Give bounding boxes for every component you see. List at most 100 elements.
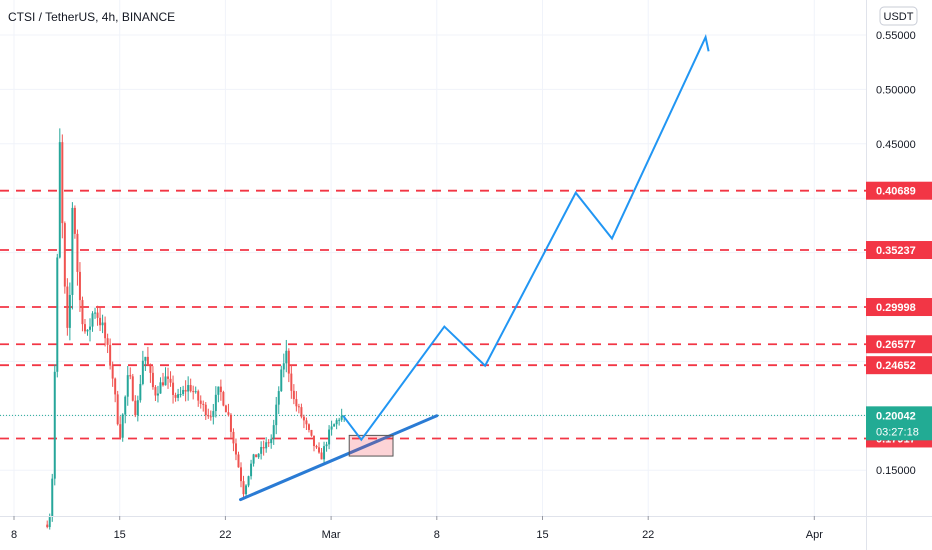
- candle-up: [156, 385, 159, 403]
- candle-down: [119, 416, 122, 440]
- candle-up: [101, 314, 104, 334]
- candle-body: [174, 394, 177, 398]
- candle-down: [267, 439, 270, 447]
- candle-up: [179, 386, 182, 398]
- candle-up: [214, 386, 217, 418]
- candle-body: [280, 369, 283, 392]
- candle-body: [119, 424, 122, 438]
- projection-path: [342, 34, 710, 442]
- candle-down: [114, 377, 117, 403]
- candle-body: [295, 399, 298, 407]
- candle-up: [144, 356, 147, 372]
- candle-body: [182, 389, 185, 395]
- level-price-label-bg: [866, 298, 932, 317]
- candle-body: [229, 414, 232, 432]
- currency-badge: USDT: [879, 6, 918, 26]
- candle-up: [51, 473, 54, 522]
- entry-zone-box: [348, 434, 394, 457]
- candle-body: [81, 300, 84, 325]
- candle-down: [207, 408, 210, 419]
- candle-body: [159, 382, 162, 394]
- candle-body: [237, 454, 240, 468]
- candle-body: [73, 207, 76, 234]
- candle-body: [101, 322, 104, 326]
- candle-body: [172, 382, 175, 395]
- candle-body: [129, 375, 132, 377]
- candle-down: [287, 348, 290, 383]
- drawings: [239, 34, 710, 502]
- candle-body: [318, 447, 321, 453]
- candle-body: [68, 294, 71, 328]
- candle-body: [139, 383, 142, 401]
- candle-down: [229, 413, 232, 438]
- candle-body: [114, 378, 117, 395]
- candle-body: [106, 338, 109, 345]
- candle-up: [335, 418, 338, 430]
- candle-down: [116, 390, 119, 426]
- candle-up: [247, 475, 250, 488]
- candle-up: [121, 413, 124, 442]
- candle-body: [71, 207, 74, 295]
- candle-down: [81, 296, 84, 332]
- level-price-label: 0.35237: [866, 241, 932, 260]
- candle-down: [222, 390, 225, 407]
- candle-up: [338, 417, 341, 426]
- candle-up: [141, 350, 144, 386]
- candle-up: [282, 353, 285, 378]
- candle-body: [255, 454, 258, 458]
- candle-body: [219, 386, 222, 393]
- level-price-label-text: 0.26577: [876, 339, 916, 351]
- level-price-label-bg: [866, 356, 932, 375]
- candle-body: [177, 394, 180, 398]
- candle-down: [174, 392, 177, 402]
- candle-down: [204, 402, 207, 421]
- candle-body: [285, 350, 288, 364]
- candle-up: [126, 365, 129, 406]
- candle-body: [192, 391, 195, 393]
- candle-up: [136, 395, 139, 422]
- candle-up: [217, 386, 220, 403]
- candle-body: [209, 416, 212, 418]
- candle-down: [167, 367, 170, 389]
- time-tick-label: 15: [536, 529, 548, 541]
- candle-body: [86, 329, 89, 332]
- candle-down: [154, 385, 157, 401]
- candle-body: [164, 376, 167, 386]
- candle-down: [169, 371, 172, 387]
- current-price-label-bg: [866, 406, 932, 441]
- candle-body: [338, 419, 341, 421]
- candle-down: [209, 410, 212, 421]
- candle-body: [83, 324, 86, 332]
- candle-down: [242, 475, 245, 498]
- candle-up: [91, 311, 94, 332]
- candle-body: [305, 420, 308, 425]
- candle-down: [61, 134, 64, 239]
- candle-down: [78, 262, 81, 312]
- candle-body: [214, 394, 217, 412]
- candle-body: [134, 400, 137, 416]
- candle-up: [285, 339, 288, 373]
- candle-body: [245, 485, 248, 495]
- candle-body: [131, 376, 134, 401]
- candle-down: [292, 384, 295, 405]
- candle-body: [207, 415, 210, 417]
- time-tick-label: 8: [11, 529, 17, 541]
- candle-down: [146, 346, 149, 366]
- level-price-label: 0.26577: [866, 335, 932, 354]
- candle-body: [121, 414, 124, 438]
- candle-down: [134, 395, 137, 418]
- candle-body: [242, 481, 245, 495]
- candle-down: [295, 391, 298, 412]
- candle-body: [222, 392, 225, 406]
- candle-body: [109, 344, 112, 366]
- candle-body: [275, 404, 278, 426]
- candle-down: [172, 375, 175, 404]
- candle-body: [240, 467, 243, 482]
- candle-body: [282, 363, 285, 370]
- candle-down: [66, 278, 69, 336]
- candle-down: [83, 318, 86, 334]
- candle-down: [151, 366, 154, 390]
- candle-up: [277, 386, 280, 415]
